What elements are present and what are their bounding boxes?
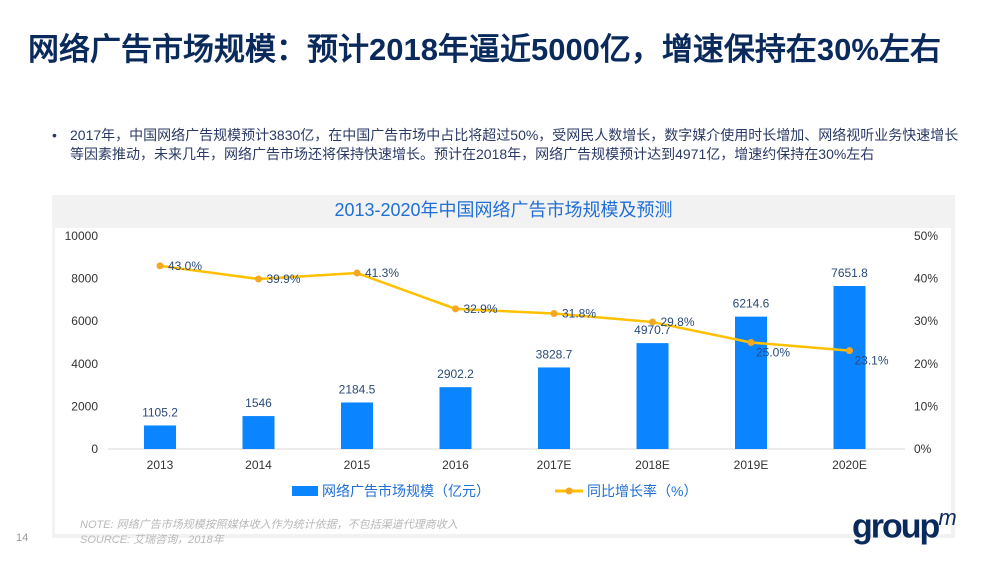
bar <box>144 425 176 449</box>
bar <box>833 286 866 449</box>
note: NOTE: 网络广告市场规模按照媒体收入作为统计依据，不包括渠道代理商收入 <box>80 519 458 531</box>
legend-bar-label: 网络广告市场规模（亿元） <box>322 483 490 499</box>
line-label: 29.8% <box>661 315 695 329</box>
bar-label: 1105.2 <box>142 405 178 419</box>
y-left-tick-label: 8000 <box>71 272 98 286</box>
line-label: 43.0% <box>168 259 202 273</box>
growth-line <box>159 264 850 352</box>
bar <box>341 402 373 449</box>
chart-area <box>55 228 951 534</box>
y-right-tick-label: 40% <box>914 272 938 286</box>
line-point <box>255 275 262 283</box>
y-right-tick-label: 0% <box>914 442 932 456</box>
bar-label: 7651.8 <box>831 266 868 280</box>
legend-line-label: 同比增长率（%） <box>587 483 697 499</box>
legend-bar-swatch <box>292 486 318 496</box>
bar-label: 6214.6 <box>733 297 770 311</box>
x-tick-label: 2018E <box>635 458 670 472</box>
bullet-text: 2017年，中国网络广告规模预计3830亿，在中国广告市场中占比将超过50%，受… <box>52 126 970 164</box>
groupm-logo: groupm <box>852 505 957 546</box>
bar <box>439 387 472 449</box>
bar <box>242 416 275 449</box>
y-right-tick-label: 50% <box>914 229 938 243</box>
line-label: 31.8% <box>562 307 596 321</box>
x-tick-label: 2015 <box>344 458 371 472</box>
y-right-tick-label: 10% <box>914 399 938 413</box>
line-point <box>649 318 656 326</box>
chart-panel: 2013-2020年中国网络广告市场规模及预测 <box>52 195 955 538</box>
bar <box>735 316 767 449</box>
page-number: 14 <box>16 532 29 544</box>
bar-label: 3828.7 <box>536 347 573 361</box>
line-point <box>156 262 164 270</box>
y-right-tick-label: 30% <box>914 314 938 328</box>
line-point <box>452 305 459 313</box>
line-point <box>550 310 558 318</box>
y-left-tick-label: 6000 <box>71 314 98 328</box>
line-label: 41.3% <box>365 266 399 280</box>
legend-line-marker <box>565 487 573 495</box>
line-point <box>747 339 755 346</box>
x-tick-label: 2019E <box>734 458 769 472</box>
x-tick-label: 2016 <box>442 458 469 472</box>
line-point <box>353 269 361 277</box>
source: SOURCE: 艾瑞咨询，2018年 <box>80 534 224 546</box>
page-title: 网络广告市场规模：预计2018年逼近5000亿，增速保持在30%左右 <box>28 32 941 67</box>
line-point <box>846 347 853 355</box>
line-label: 23.1% <box>855 354 889 368</box>
y-left-tick-label: 0 <box>91 442 98 456</box>
x-tick-label: 2020E <box>832 458 867 472</box>
line-label: 39.9% <box>267 272 301 286</box>
y-left-tick-label: 10000 <box>65 229 99 243</box>
x-tick-label: 2013 <box>147 458 174 472</box>
bar-label: 2902.2 <box>437 367 474 381</box>
bar <box>538 367 570 449</box>
bar-label: 4970.7 <box>634 323 671 337</box>
x-tick-label: 2014 <box>245 458 272 472</box>
x-tick-label: 2017E <box>537 458 572 472</box>
bar <box>636 343 669 449</box>
y-left-tick-label: 2000 <box>71 399 98 413</box>
bar-label: 2184.5 <box>339 382 376 396</box>
bar-label: 1546 <box>245 396 272 410</box>
y-right-tick-label: 20% <box>914 357 938 371</box>
y-left-tick-label: 4000 <box>71 357 98 371</box>
chart-title: 2013-2020年中国网络广告市场规模及预测 <box>334 200 673 220</box>
line-label: 25.0% <box>756 346 790 360</box>
line-label: 32.9% <box>464 302 498 316</box>
